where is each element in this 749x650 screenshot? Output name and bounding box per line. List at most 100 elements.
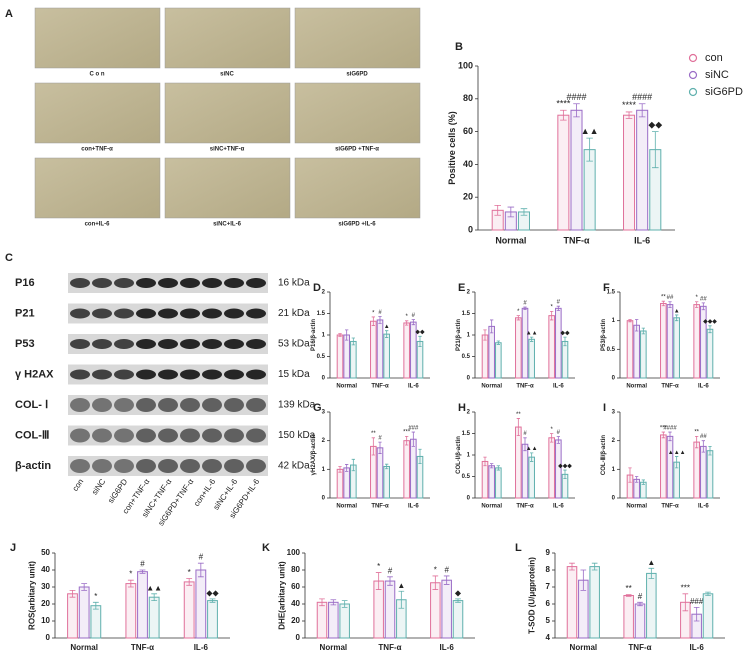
significance: # [388,566,393,575]
panel-label: G [313,402,322,414]
bar [636,109,649,231]
kda-label: 15 kDa [278,369,310,380]
bar [515,317,522,379]
blot-band [92,339,112,349]
panel-label: B [455,41,463,53]
error-bar [81,583,88,591]
x-tick-label: IL-6 [408,504,419,510]
legend-label: siNC [705,69,729,81]
y-tick-label: 8 [546,565,551,574]
significance: #### [632,92,652,102]
kda-label: 139 kDa [278,400,316,411]
x-tick-label: Normal [70,643,98,650]
error-bar [186,578,193,586]
y-tick-label: 1 [467,453,471,459]
error-bar [387,576,393,586]
error-bar [516,418,520,437]
y-tick-label: 0 [46,633,51,642]
x-tick-label: TNF-α [628,643,651,650]
y-tick-label: 20 [291,616,300,625]
error-bar [556,305,560,311]
bar [183,581,195,639]
bar [441,579,452,639]
x-tick-label: TNF-α [378,643,401,650]
micrograph [34,157,161,219]
error-bar [591,562,598,571]
panel-label: A [5,8,13,20]
bar [336,334,344,379]
blot-band [158,428,178,443]
bar [693,441,700,499]
error-bar [127,579,134,588]
blot-band [180,278,200,288]
bar [626,320,634,379]
protein-label: COL-Ⅲ [15,429,49,441]
blot-band [70,339,90,349]
error-bar [560,109,567,121]
blot-band [180,428,200,443]
protein-label: P16 [15,277,35,289]
panel-label: E [458,282,465,294]
error-bar [701,440,705,453]
micrograph [294,157,421,219]
error-bar [569,562,575,571]
x-tick-label: Normal [481,504,502,510]
bar [403,440,410,499]
significance: ### [690,597,704,606]
kda-label: 21 kDa [278,308,310,319]
y-tick-label: 1 [467,333,471,339]
error-bar [648,567,655,579]
kda-label: 16 kDa [278,278,310,289]
bar [702,593,714,639]
error-bar [523,437,527,452]
bar [548,315,555,379]
blot-band [202,459,222,473]
blot-band [180,459,200,473]
y-tick-label: 0 [468,224,473,234]
error-bar [625,594,632,597]
y-tick-label: 0 [467,496,471,502]
significance: ▲ [384,324,390,330]
significance: # [412,313,416,319]
panel-label: H [458,402,466,414]
y-tick-label: 1 [322,333,326,339]
y-axis-label: COL-Ⅲ/β-actin [600,435,607,475]
y-axis-label: DHE(arbitary unit) [278,561,287,630]
y-tick-label: 1 [612,467,616,473]
error-bar [641,327,645,335]
bar [336,468,344,499]
blot-band [136,339,156,349]
y-tick-label: 100 [287,548,301,557]
error-bar [411,319,415,326]
blot-band [202,369,222,380]
blot-band [180,339,200,349]
error-bar [675,314,679,322]
significance: # [523,300,527,306]
bar [383,333,390,379]
y-tick-label: 7 [546,582,551,591]
bar [623,114,636,231]
error-bar [638,103,646,118]
x-tick-label: IL-6 [408,384,419,390]
y-tick-label: 0.5 [607,347,616,353]
error-bar [490,319,494,334]
y-tick-label: 9 [546,548,551,557]
blot-band [114,428,134,443]
y-tick-label: 2 [322,290,326,296]
significance: ▲▲ [526,331,538,337]
y-tick-label: 40 [291,599,300,608]
x-tick-label: IL-6 [194,643,209,650]
y-tick-label: 0.5 [462,474,471,480]
x-tick-label: Normal [481,384,502,390]
significance: ▲▲ [526,446,538,452]
error-bar [520,208,528,216]
error-bar [151,593,158,601]
y-tick-label: 1 [322,467,326,473]
error-bar [351,458,355,472]
blot-band [202,308,222,319]
bar [521,307,529,379]
significance: ** [371,431,376,437]
error-bar [635,476,639,483]
bar [495,342,502,379]
blot-band [114,459,134,473]
